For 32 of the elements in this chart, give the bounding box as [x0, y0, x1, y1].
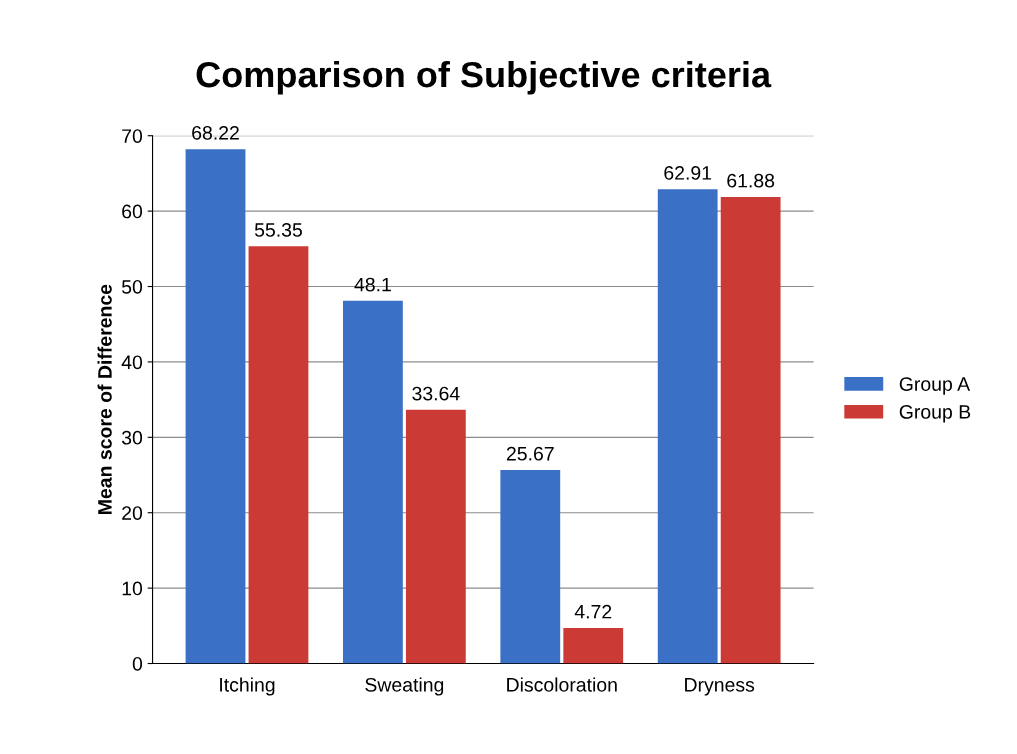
bar [248, 246, 309, 664]
x-tick-label: Itching [220, 677, 275, 696]
x-tick-label: Discoloration [507, 677, 617, 692]
y-axis-title: Mean score of Difference [97, 284, 112, 514]
data-label: 48.1 [354, 277, 391, 292]
chart-title: Comparison of Subjective criteria [196, 60, 772, 95]
bar [720, 196, 781, 664]
data-label: 33.64 [412, 386, 460, 401]
legend-label: Group A [899, 377, 971, 395]
y-tick-label: 50 [121, 279, 143, 294]
data-label: 68.22 [192, 125, 239, 140]
y-tick-label: 70 [122, 129, 143, 143]
legend-label: Group B [899, 404, 971, 423]
bar [185, 149, 246, 664]
data-label: 62.91 [664, 166, 712, 180]
y-tick-label: 40 [121, 355, 143, 370]
x-tick-label: Dryness [685, 678, 755, 696]
y-tick-label: 0 [132, 656, 143, 671]
x-tick-label: Sweating [365, 677, 444, 696]
bar [405, 409, 466, 664]
y-tick-label: 60 [122, 204, 143, 219]
bar [657, 189, 718, 664]
data-label: 61.88 [727, 173, 775, 188]
data-label: 4.72 [574, 604, 612, 619]
y-tick-label: 30 [121, 430, 143, 445]
bar [563, 627, 624, 664]
data-label: 55.35 [254, 223, 302, 237]
y-tick-label: 10 [122, 581, 143, 596]
bar [343, 300, 403, 664]
bar [500, 469, 561, 664]
y-tick-label: 20 [122, 506, 143, 520]
data-label: 25.67 [506, 446, 554, 461]
